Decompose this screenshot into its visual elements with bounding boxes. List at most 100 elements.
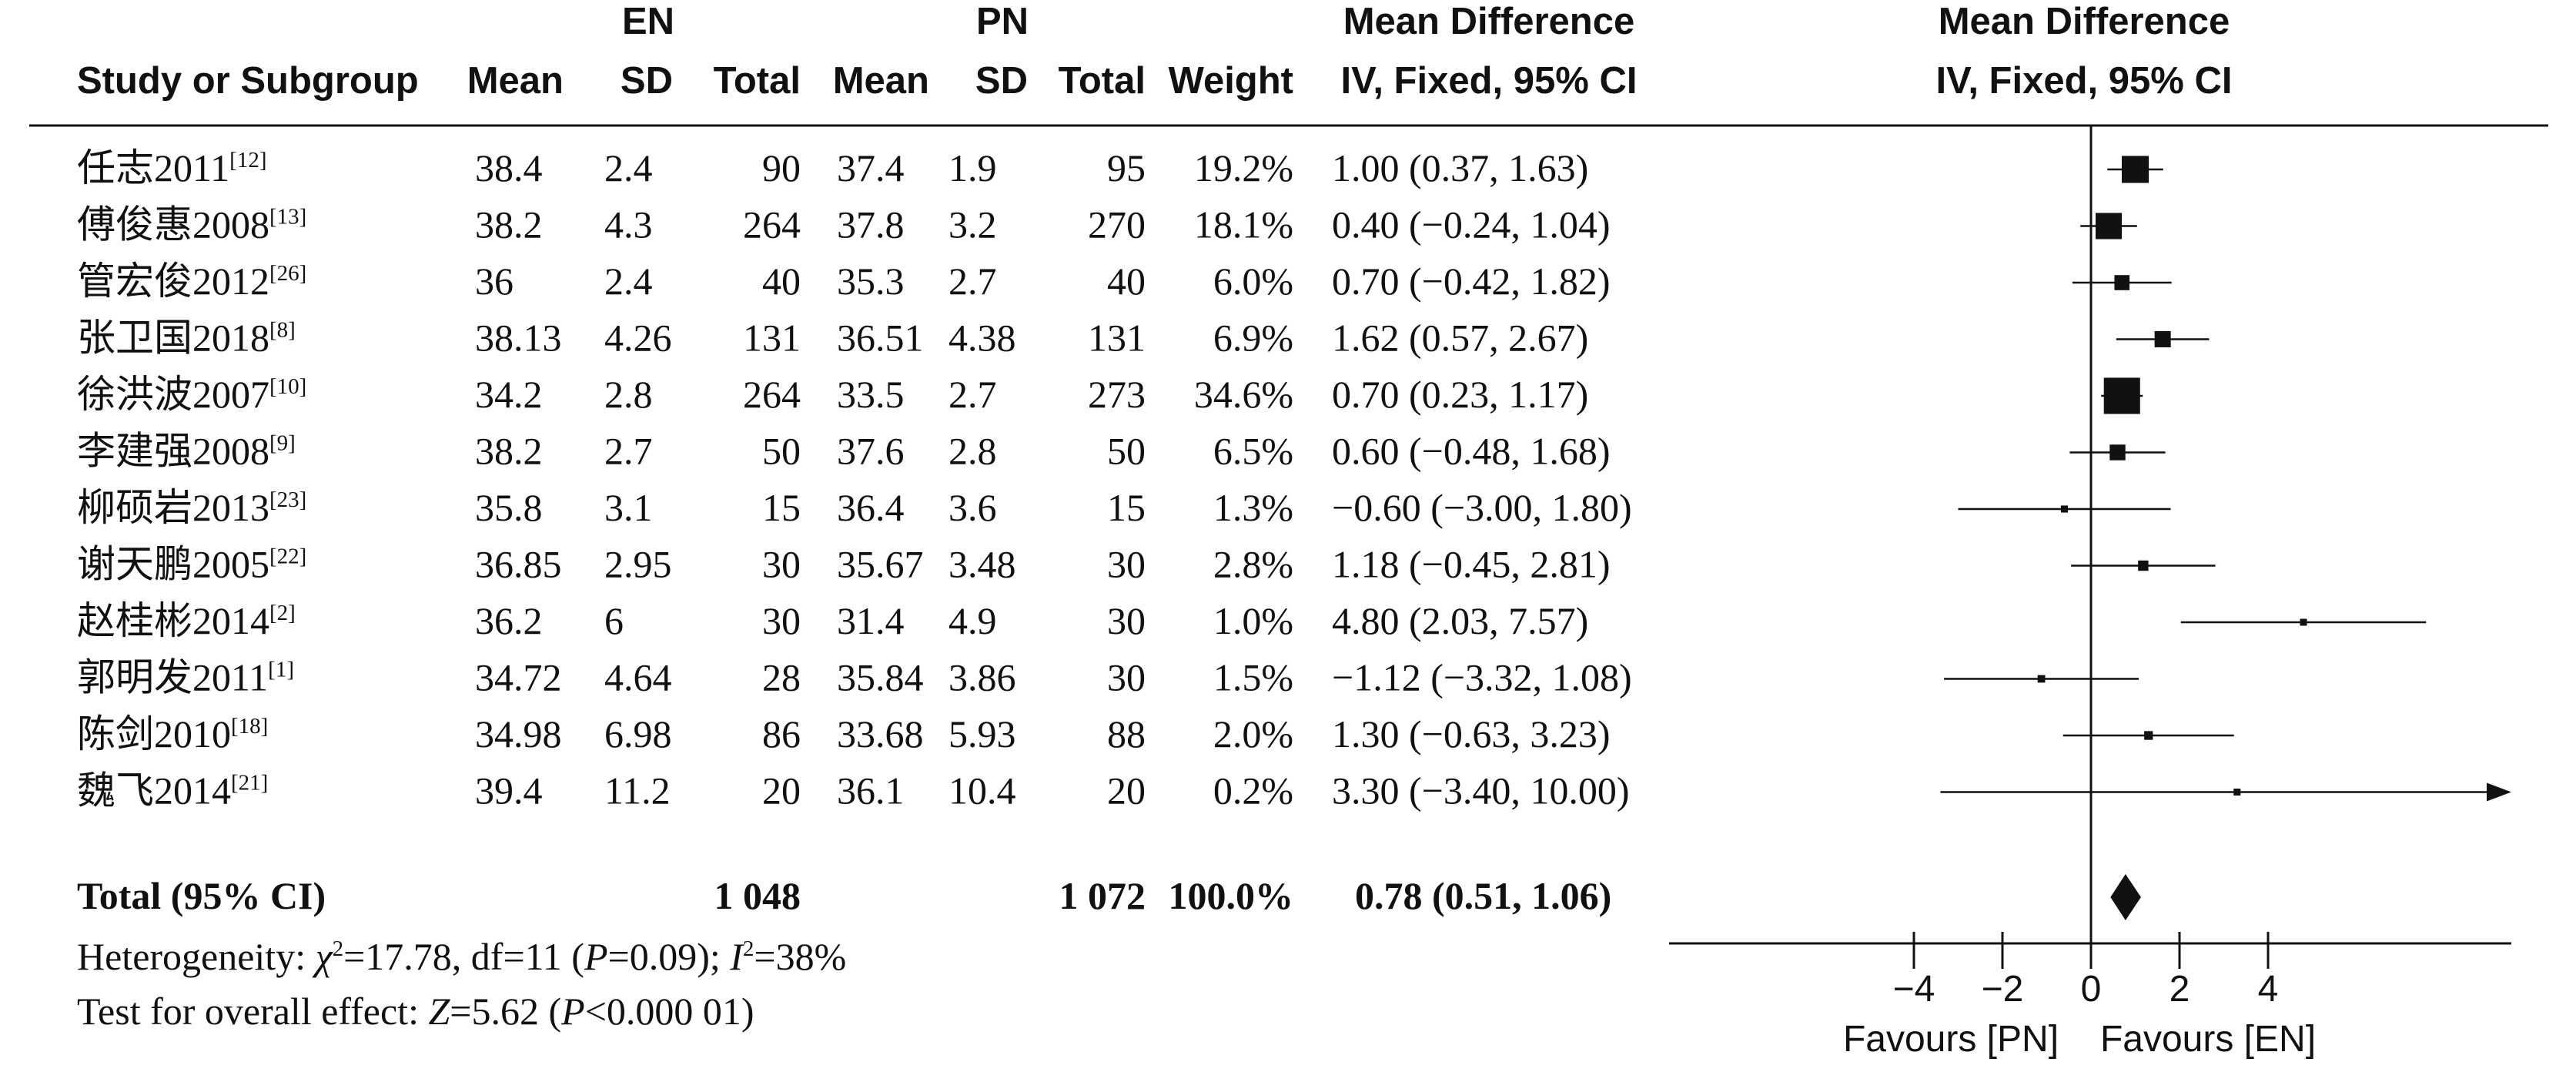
study-rows: 任志2011[12] 38.4 2.4 90 37.4 1.9 95 19.2% 1.00 (0… [77, 146, 1632, 812]
group-label-pn: PN [976, 1, 1029, 42]
effect-square [2103, 377, 2140, 414]
study-label: 傅俊惠2008 [77, 203, 269, 246]
cell-en-sd: 2.4 [604, 146, 653, 189]
cell-en-sd: 2.95 [604, 543, 672, 586]
en-mean-header: Mean [467, 60, 564, 102]
study-label: 魏飞2014 [77, 769, 231, 812]
cell-weight: 2.8% [1213, 543, 1293, 586]
effect-square [2138, 560, 2149, 571]
study-reference: [1] [268, 658, 294, 682]
cell-weight: 1.0% [1213, 599, 1293, 642]
total-pn-n: 1 072 [1059, 874, 1146, 917]
cell-en-mean: 34.98 [475, 712, 562, 755]
en-total-header: Total [714, 60, 801, 102]
cell-pn-sd: 3.2 [948, 203, 997, 246]
table-row: 谢天鹏2005[22] 36.85 2.95 30 35.67 3.48 30 2.8% 1.1… [77, 543, 1611, 586]
study-reference: [26] [269, 261, 306, 286]
cell-ci-text: 3.30 (−3.40, 10.00) [1332, 769, 1630, 812]
study-name: 赵桂彬2014[2] [77, 599, 296, 642]
cell-pn-total: 20 [1107, 769, 1146, 812]
cell-pn-total: 40 [1107, 260, 1146, 303]
cell-en-mean: 38.4 [475, 146, 543, 189]
study-label: 谢天鹏2005 [77, 543, 269, 586]
forest-plot: −4 −2 0 2 4 Favours [PN] Favours [EN] [1669, 126, 2511, 1060]
cell-pn-mean: 36.1 [837, 769, 905, 812]
table-row: 徐洪波2007[10] 34.2 2.8 264 33.5 2.7 273 34.6% 0.70… [77, 373, 1588, 416]
study-label: 陈剑2010 [77, 712, 231, 755]
study-name: 傅俊惠2008[13] [77, 203, 306, 246]
x-tick-label: 4 [2258, 969, 2279, 1010]
study-label: 张卫国2018 [77, 317, 269, 360]
cell-en-mean: 35.8 [475, 486, 543, 529]
cell-en-mean: 36 [475, 260, 514, 303]
total-weight: 100.0% [1169, 874, 1294, 917]
study-name: 李建强2008[9] [77, 430, 296, 473]
study-name: 魏飞2014[21] [77, 769, 268, 812]
x-tick-label: 0 [2081, 969, 2102, 1010]
cell-en-sd: 6.98 [604, 712, 672, 755]
effect-square [2121, 156, 2149, 183]
cell-weight: 0.2% [1213, 769, 1293, 812]
cell-pn-sd: 3.48 [948, 543, 1016, 586]
effect-square [2300, 618, 2307, 626]
cell-en-sd: 4.26 [604, 317, 672, 360]
cell-pn-mean: 33.68 [837, 712, 924, 755]
study-name: 张卫国2018[8] [77, 317, 296, 360]
study-reference: [10] [269, 374, 306, 399]
cell-weight: 6.5% [1213, 430, 1293, 473]
effect-square [2233, 789, 2241, 796]
cell-en-mean: 39.4 [475, 769, 543, 812]
cell-pn-total: 95 [1107, 146, 1146, 189]
cell-en-total: 131 [743, 317, 801, 360]
plot-header-top: Mean Difference [1939, 1, 2230, 42]
study-reference: [23] [269, 487, 306, 512]
total-en-n: 1 048 [714, 874, 801, 917]
en-sd-header: SD [621, 60, 673, 102]
cell-pn-sd: 2.8 [948, 430, 997, 473]
cell-weight: 1.5% [1213, 656, 1293, 699]
study-name: 谢天鹏2005[22] [77, 543, 306, 586]
study-reference: [2] [269, 601, 296, 625]
table-row: 李建强2008[9] 38.2 2.7 50 37.6 2.8 50 6.5% 0.60 (−0… [77, 430, 1611, 473]
study-reference: [18] [231, 714, 268, 739]
total-effect-diamond [2110, 874, 2141, 920]
cell-pn-total: 30 [1107, 543, 1146, 586]
cell-ci-text: 0.70 (0.23, 1.17) [1332, 373, 1588, 416]
cell-en-mean: 38.13 [475, 317, 562, 360]
cell-pn-total: 131 [1088, 317, 1146, 360]
study-label: 徐洪波2007 [77, 373, 269, 416]
cell-pn-sd: 4.38 [948, 317, 1016, 360]
table-row: 任志2011[12] 38.4 2.4 90 37.4 1.9 95 19.2% 1.00 (0… [77, 146, 1588, 189]
cell-weight: 6.0% [1213, 260, 1293, 303]
cell-ci-text: −0.60 (−3.00, 1.80) [1332, 486, 1632, 529]
cell-pn-sd: 10.4 [948, 769, 1016, 812]
cell-ci-text: 4.80 (2.03, 7.57) [1332, 599, 1588, 642]
cell-pn-mean: 37.6 [837, 430, 905, 473]
cell-en-sd: 2.7 [604, 430, 653, 473]
cell-weight: 34.6% [1194, 373, 1293, 416]
cell-en-total: 40 [762, 260, 801, 303]
cell-en-sd: 4.3 [604, 203, 653, 246]
cell-pn-total: 50 [1107, 430, 1146, 473]
effect-square [2144, 731, 2153, 740]
study-reference: [22] [269, 544, 306, 569]
cell-ci-text: 0.70 (−0.42, 1.82) [1332, 260, 1611, 303]
study-name: 陈剑2010[18] [77, 712, 268, 755]
pn-mean-header: Mean [833, 60, 929, 102]
total-label: Total (95% CI) [77, 874, 326, 917]
favours-en-label: Favours [EN] [2100, 1019, 2316, 1060]
cell-pn-sd: 3.6 [948, 486, 997, 529]
cell-pn-mean: 33.5 [837, 373, 905, 416]
effect-square [2109, 444, 2126, 461]
cell-pn-total: 270 [1088, 203, 1146, 246]
md-header-top: Mean Difference [1343, 1, 1635, 42]
heterogeneity-stat: Heterogeneity: χ2=17.78, df=11 (P=0.09);… [77, 935, 846, 978]
cell-pn-mean: 37.8 [837, 203, 905, 246]
cell-pn-mean: 35.67 [837, 543, 924, 586]
effect-square [2114, 275, 2130, 290]
cell-ci-text: 1.00 (0.37, 1.63) [1332, 146, 1588, 189]
cell-en-sd: 4.64 [604, 656, 672, 699]
study-name: 郭明发2011[1] [77, 656, 294, 699]
cell-pn-sd: 4.9 [948, 599, 997, 642]
pn-sd-header: SD [975, 60, 1028, 102]
